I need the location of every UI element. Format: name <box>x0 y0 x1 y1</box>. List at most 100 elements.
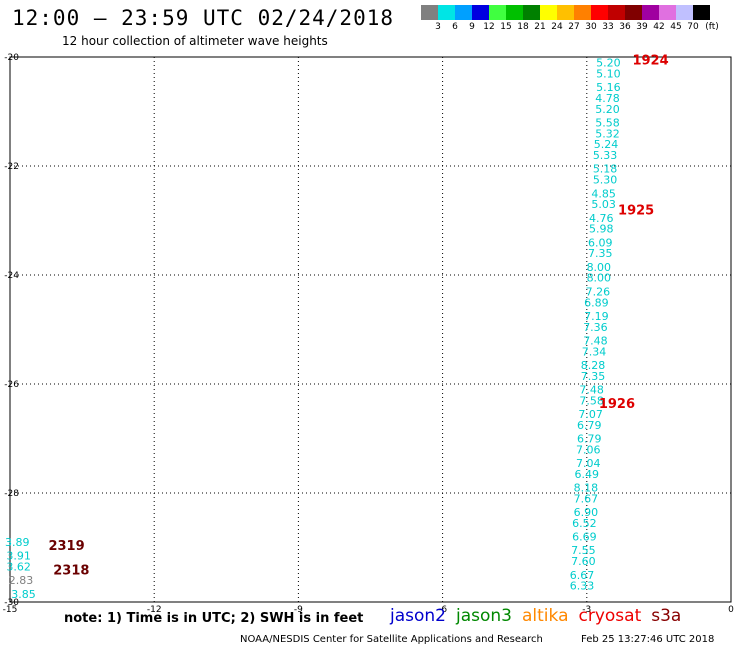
footer-timestamp: Feb 25 13:27:46 UTC 2018 <box>581 634 715 645</box>
color-scale-tick: 30 <box>585 22 597 32</box>
pass-time-label: 1926 <box>599 397 635 412</box>
wave-height-label: 7.67 <box>574 492 599 505</box>
wave-height-label: 6.67 <box>570 569 595 582</box>
wave-height-label: 5.20 <box>595 103 620 116</box>
color-scale-swatch <box>438 5 455 20</box>
color-scale-unit: (ft) <box>705 22 719 32</box>
y-tick-label: -24 <box>4 271 19 281</box>
footer-source: NOAA/NESDIS Center for Satellite Applica… <box>240 634 543 645</box>
color-scale-swatch <box>693 5 710 20</box>
wave-height-label: 4.85 <box>591 187 616 200</box>
color-scale-swatch <box>421 5 438 20</box>
wave-height-label: 5.10 <box>596 67 621 80</box>
wave-height-label: 7.34 <box>582 345 607 358</box>
wave-height-label: 5.33 <box>593 149 618 162</box>
x-tick-label: -9 <box>294 605 303 615</box>
color-scale-swatch <box>625 5 642 20</box>
color-scale-tick: 18 <box>517 22 529 32</box>
page-title: 12:00 – 23:59 UTC 02/24/2018 <box>12 6 395 30</box>
wave-height-label: 5.03 <box>591 198 616 211</box>
wave-height-label: 7.35 <box>588 247 613 260</box>
x-tick-label: -6 <box>438 605 447 615</box>
wave-height-label: 2.83 <box>9 574 34 587</box>
color-scale-tick: 12 <box>483 22 495 32</box>
plot-frame <box>9 56 732 603</box>
wave-height-label: 6.79 <box>577 433 602 446</box>
color-scale-tick: 45 <box>670 22 682 32</box>
color-scale-swatch <box>540 5 557 20</box>
wave-height-label: 7.35 <box>581 370 606 383</box>
color-scale-swatch <box>523 5 540 20</box>
color-scale-swatch <box>472 5 489 20</box>
color-scale-swatch <box>506 5 523 20</box>
wave-height-label: 6.33 <box>570 580 595 593</box>
legend-item-altika: altika <box>522 606 569 626</box>
y-tick-label: -20 <box>4 53 19 63</box>
wave-height-label: 7.48 <box>583 334 608 347</box>
units-note: note: 1) Time is in UTC; 2) SWH is in fe… <box>64 611 364 626</box>
wave-height-label: 6.89 <box>584 296 609 309</box>
legend-item-cryosat: cryosat <box>578 606 642 626</box>
wave-height-label: 5.16 <box>596 81 621 94</box>
legend-item-jason3: jason3 <box>456 606 512 626</box>
wave-height-label: 7.48 <box>579 383 604 396</box>
color-scale-tick: 21 <box>534 22 546 32</box>
y-tick-label: -26 <box>4 380 19 390</box>
wave-height-label: 6.49 <box>575 468 600 481</box>
color-scale-tick: 70 <box>687 22 699 32</box>
color-scale-tick: 24 <box>551 22 563 32</box>
color-scale-swatch <box>557 5 574 20</box>
color-scale-tick: 42 <box>653 22 665 32</box>
y-tick-label: -30 <box>4 598 19 608</box>
color-scale-swatch <box>574 5 591 20</box>
color-scale-swatch <box>591 5 608 20</box>
color-scale-tick: 33 <box>602 22 614 32</box>
wave-height-label: 7.26 <box>586 285 611 298</box>
wave-height-label: 5.24 <box>594 138 619 151</box>
wave-height-label: 7.06 <box>576 443 601 456</box>
color-scale-swatch <box>608 5 625 20</box>
pass-time-label: 1925 <box>618 204 654 219</box>
wave-height-label: 8.28 <box>581 359 606 372</box>
wave-height-label: 5.20 <box>596 56 621 69</box>
pass-time-label: 1924 <box>632 54 668 69</box>
wave-height-label: 4.76 <box>589 212 614 225</box>
wave-height-label: 5.58 <box>595 116 620 129</box>
pass-time-label: 2318 <box>53 563 89 578</box>
color-scale-tick: 6 <box>452 22 458 32</box>
color-scale-tick: 36 <box>619 22 631 32</box>
wave-height-label: 7.36 <box>583 321 608 334</box>
legend-item-jason2: jason2 <box>390 606 446 626</box>
wave-height-label: 3.91 <box>6 550 31 563</box>
wave-height-label: 7.58 <box>579 394 604 407</box>
wave-height-label: 6.52 <box>572 517 597 530</box>
x-tick-label: -3 <box>582 605 591 615</box>
wave-height-label: 5.32 <box>595 127 620 140</box>
wave-height-label: 5.98 <box>589 223 614 236</box>
wave-height-label: 4.78 <box>595 92 620 105</box>
wave-height-label: 7.55 <box>571 544 596 557</box>
color-scale-tick: 39 <box>636 22 648 32</box>
wave-height-label: 8.18 <box>574 482 599 495</box>
wave-height-label: 3.85 <box>11 588 36 601</box>
pass-time-label: 2319 <box>48 539 84 554</box>
wave-height-label: 6.69 <box>572 531 597 544</box>
wave-height-label: 8.00 <box>587 261 612 274</box>
color-scale-tick: 15 <box>500 22 512 32</box>
color-scale-swatch <box>659 5 676 20</box>
color-scale-tick: 3 <box>435 22 441 32</box>
color-scale-swatch <box>642 5 659 20</box>
page-subtitle: 12 hour collection of altimeter wave hei… <box>62 34 328 48</box>
color-scale-tick: 27 <box>568 22 580 32</box>
wave-height-label: 7.19 <box>584 310 609 323</box>
wave-height-label: 5.30 <box>593 174 618 187</box>
x-tick-label: 0 <box>728 605 734 615</box>
wave-height-label: 6.90 <box>574 506 599 519</box>
wave-height-label: 6.09 <box>588 236 613 249</box>
wave-height-label: 3.62 <box>6 561 31 574</box>
wave-height-label: 6.79 <box>577 419 602 432</box>
wave-height-label: 7.60 <box>571 555 596 568</box>
color-scale-swatch <box>489 5 506 20</box>
color-scale-swatch <box>676 5 693 20</box>
